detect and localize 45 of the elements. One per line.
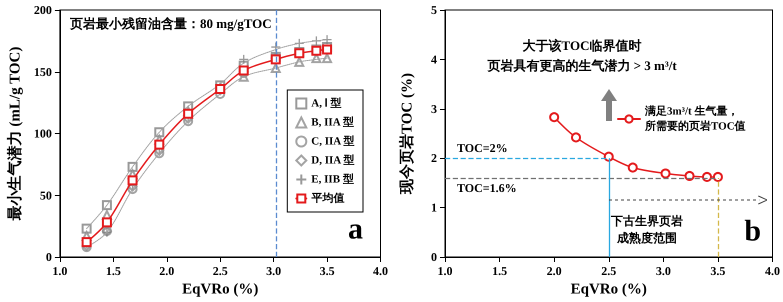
x-tick-label: 4.0 xyxy=(765,264,780,278)
y-tick-label: 100 xyxy=(34,126,52,140)
legend-label: B, IIA 型 xyxy=(311,116,354,128)
x-tick-label: 3.0 xyxy=(656,264,671,278)
x-tick-label: 1.0 xyxy=(52,264,68,278)
legend-label: 平均值 xyxy=(310,192,344,204)
y-tick-label: 1 xyxy=(431,200,437,215)
annotation: 页岩具有更高的生气潜力 > 3 m³/t xyxy=(486,58,678,73)
ref-line-label: TOC=1.6% xyxy=(457,180,517,195)
y-axis-title: 现今页岩TOC (%) xyxy=(398,73,416,195)
y-tick-label: 200 xyxy=(34,3,52,17)
x-tick-label: 4.0 xyxy=(373,264,388,278)
legend-label: 满足3m³/t 生气量，所需要的页岩TOC值 xyxy=(644,104,746,132)
x-tick-label: 2.0 xyxy=(546,264,562,278)
y-axis-title: 最小生气潜力 (mL/g TOC) xyxy=(6,46,24,222)
y-tick-label: 2 xyxy=(431,151,437,166)
x-tick-label: 1.5 xyxy=(492,264,508,278)
annotation: a xyxy=(348,212,363,246)
x-tick-label: 2.0 xyxy=(159,264,174,278)
x-axis-title: EqVRo (%) xyxy=(570,281,647,298)
y-tick-label: 5 xyxy=(431,3,437,17)
x-tick-label: 1.0 xyxy=(438,264,452,278)
y-tick-label: 3 xyxy=(431,102,437,116)
x-tick-label: 1.5 xyxy=(106,264,121,278)
legend-label: A, Ⅰ 型 xyxy=(311,96,342,110)
x-tick-label: 3.5 xyxy=(710,264,726,278)
x-axis-title: EqVRo (%) xyxy=(182,281,258,298)
x-tick-label: 2.5 xyxy=(212,264,228,278)
annotation: 下古生界页岩 xyxy=(610,214,683,228)
legend-label: C, IIA 型 xyxy=(311,134,354,148)
y-tick-label: 0 xyxy=(431,250,437,264)
y-tick-label: 4 xyxy=(431,52,437,66)
y-tick-label: 150 xyxy=(34,64,52,79)
y-tick-label: 0 xyxy=(46,250,52,264)
annotation: 成熟度范围 xyxy=(616,231,677,245)
x-tick-label: 3.0 xyxy=(266,264,282,278)
annotation: 页岩最小残留油含量：80 mg/gTOC xyxy=(69,16,272,31)
ref-line-label: TOC=2% xyxy=(457,141,508,156)
y-tick-label: 50 xyxy=(40,188,52,202)
annotation: b xyxy=(744,214,762,248)
legend-label: D, IIA 型 xyxy=(311,154,354,166)
legend-label: E, IIB 型 xyxy=(311,172,354,186)
x-tick-label: 3.5 xyxy=(320,264,335,278)
x-tick-label: 2.5 xyxy=(601,264,616,278)
annotation: 大于该TOC临界值时 xyxy=(522,38,642,53)
